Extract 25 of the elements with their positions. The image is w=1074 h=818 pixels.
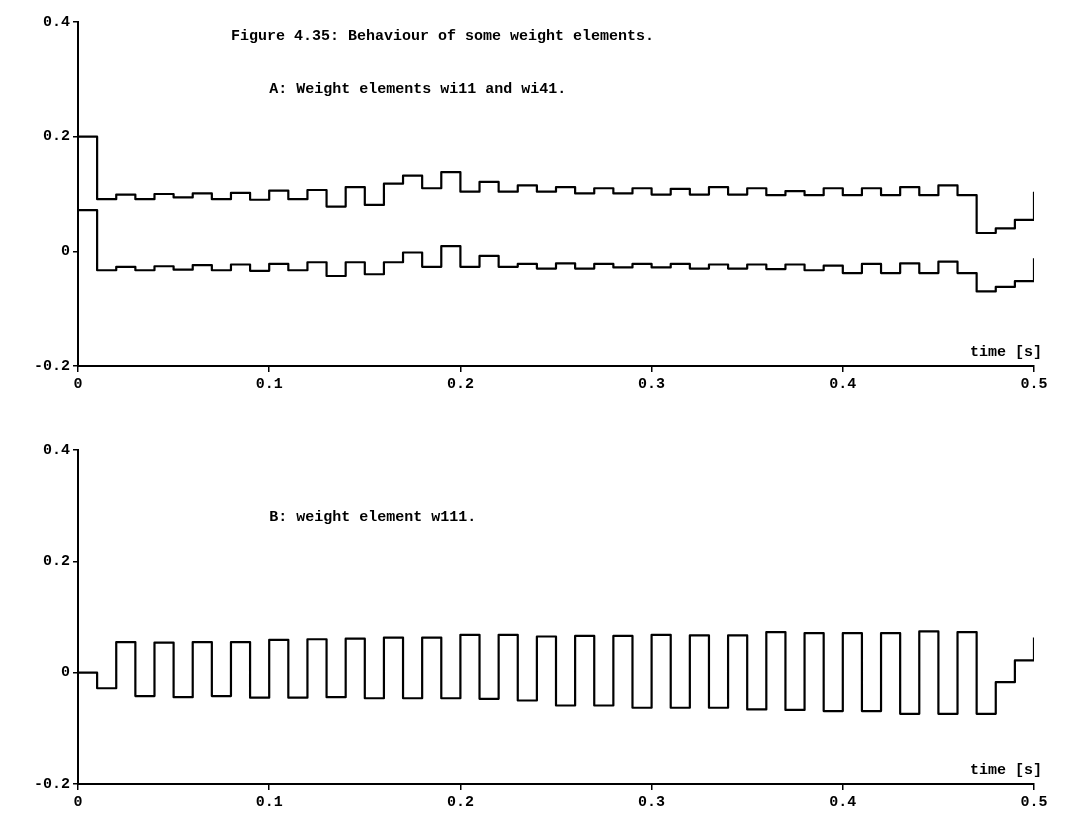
text: A: Weight elements wi11 and wi41.	[269, 80, 567, 98]
y-tick-label: 0	[60, 243, 70, 261]
y-tick-label: 0.2	[42, 128, 70, 146]
y-tick-label: 0.4	[42, 441, 70, 459]
y-tick-label: -0.2	[33, 357, 70, 375]
x-tick-label: 0.5	[1020, 793, 1048, 811]
x-tick-label: 0.1	[255, 793, 283, 811]
x-tick-label: 0.1	[255, 375, 283, 393]
text: B: weight element w111.	[269, 508, 477, 526]
x-tick-label: 0.4	[829, 375, 857, 393]
x-axis-title: time [s]	[969, 343, 1042, 361]
y-tick-label: -0.2	[33, 775, 70, 793]
x-tick-label: 0.2	[446, 375, 474, 393]
x-tick-label: 0	[73, 375, 83, 393]
y-tick-label: 0.2	[42, 553, 70, 571]
x-tick-label: 0.4	[829, 793, 857, 811]
chart-title: Figure 4.35: Behaviour of some weight elements.	[230, 27, 655, 45]
x-tick-label: 0.3	[638, 793, 666, 811]
x-tick-label: 0.2	[446, 793, 474, 811]
x-tick-label: 0	[73, 793, 83, 811]
x-tick-label: 0.5	[1020, 375, 1048, 393]
x-axis-title: time [s]	[969, 761, 1042, 779]
x-tick-label: 0.3	[638, 375, 666, 393]
y-tick-label: 0.4	[42, 13, 70, 31]
y-tick-label: 0	[60, 664, 70, 682]
